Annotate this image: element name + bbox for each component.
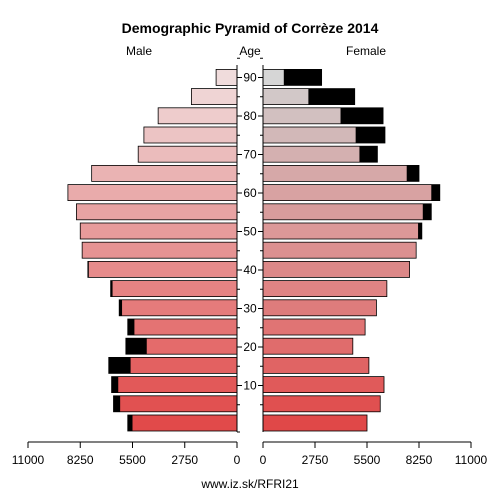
female-bar xyxy=(262,299,377,317)
male-x-tick-label: 2750 xyxy=(171,453,198,467)
age-tick-label: 30 xyxy=(243,302,257,316)
male-bar xyxy=(127,318,238,336)
male-bar xyxy=(76,203,238,221)
male-bar xyxy=(67,184,238,202)
female-bar xyxy=(262,241,417,259)
female-excess-bar xyxy=(431,184,440,201)
female-bar xyxy=(262,414,368,432)
male-bar xyxy=(113,395,238,413)
male-excess-bar xyxy=(127,415,133,431)
female-bar xyxy=(262,318,366,336)
female-bar xyxy=(262,376,385,394)
bars-layer xyxy=(67,69,441,432)
male-x-tick-label: 11000 xyxy=(12,453,45,467)
female-x-tick-label: 11000 xyxy=(455,453,488,467)
axes-layer: 10 20 30 40 50 60 70 80 90 11000 8250 5500 2750 0 0 275… xyxy=(12,57,488,467)
male-label: Male xyxy=(126,44,152,58)
age-tick-label: 20 xyxy=(243,340,257,354)
female-bar xyxy=(262,260,410,278)
female-bar xyxy=(262,222,423,240)
male-bar xyxy=(118,299,238,317)
age-tick-label: 70 xyxy=(243,148,257,162)
female-x-tick-label: 8250 xyxy=(406,453,433,467)
male-excess-bar xyxy=(119,299,123,316)
female-x-tick-label: 2750 xyxy=(302,453,329,467)
male-x-tick-label: 0 xyxy=(234,453,241,467)
female-excess-bar xyxy=(418,223,422,239)
female-bar xyxy=(262,280,388,298)
male-excess-bar xyxy=(110,280,113,297)
source-label: www.iz.sk/RFRI21 xyxy=(200,477,299,491)
male-excess-bar xyxy=(127,319,135,335)
female-excess-bar xyxy=(422,203,432,220)
chart-title: Demographic Pyramid of Corrèze 2014 xyxy=(122,20,379,36)
female-excess-bar xyxy=(283,69,322,86)
male-bar xyxy=(87,260,238,278)
male-x-tick-label: 8250 xyxy=(67,453,94,467)
age-tick-label: 40 xyxy=(243,263,257,277)
female-excess-bar xyxy=(355,127,385,143)
female-excess-bar xyxy=(308,88,355,105)
age-tick-label: 50 xyxy=(243,225,257,239)
male-bar xyxy=(127,414,238,432)
male-excess-bar xyxy=(113,395,121,412)
age-tick-label: 10 xyxy=(243,379,257,393)
male-excess-bar xyxy=(87,261,89,278)
male-excess-bar xyxy=(125,338,147,355)
female-x-tick-label: 5500 xyxy=(354,453,381,467)
male-bar xyxy=(110,280,238,298)
male-x-tick-label: 5500 xyxy=(119,453,146,467)
age-tick-label: 80 xyxy=(243,109,257,123)
male-bar xyxy=(137,145,238,163)
male-excess-bar xyxy=(111,376,119,393)
male-bar xyxy=(91,164,238,182)
male-bar xyxy=(190,88,238,105)
female-bar xyxy=(262,184,441,202)
male-bar xyxy=(79,222,238,240)
female-x-tick-label: 0 xyxy=(260,453,267,467)
age-tick-label: 60 xyxy=(243,186,257,200)
female-excess-bar xyxy=(406,165,419,182)
male-bar xyxy=(111,376,238,394)
age-tick-label: 90 xyxy=(243,71,257,85)
female-bar xyxy=(262,356,370,374)
male-bar xyxy=(81,241,238,259)
male-excess-bar xyxy=(108,357,131,374)
male-bar xyxy=(157,107,238,125)
female-bar xyxy=(262,203,432,221)
female-bar xyxy=(262,164,420,182)
male-bar xyxy=(143,126,238,144)
age-label: Age xyxy=(239,44,261,58)
female-label: Female xyxy=(346,44,386,58)
female-bar xyxy=(262,395,381,413)
female-excess-bar xyxy=(340,107,384,124)
female-excess-bar xyxy=(359,146,378,163)
male-bar xyxy=(215,69,238,86)
female-bar xyxy=(262,337,354,355)
